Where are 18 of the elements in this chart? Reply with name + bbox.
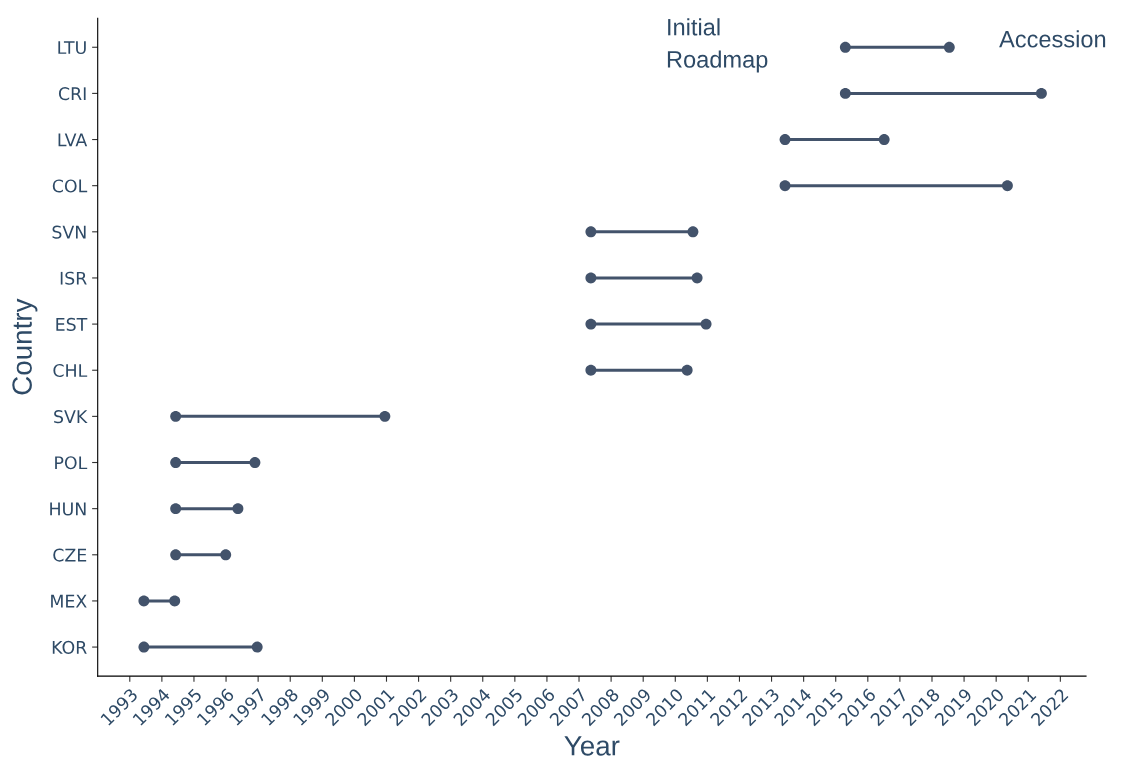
text: Initial Roadmap [667, 18, 768, 73]
y-axis-title: Country [12, 298, 38, 395]
y-tick-label: MEX [51, 594, 87, 608]
y-tick-label: POL [55, 456, 88, 470]
series-label: Accession [999, 30, 1106, 48]
y-tick-label: EST [56, 317, 88, 331]
y-tick-label: SVK [54, 410, 88, 424]
y-tick-label: HUN [50, 502, 86, 516]
y-tick-label: COL [52, 179, 88, 193]
y-tick-label: SVN [52, 225, 86, 239]
x-axis-title: Year [564, 736, 620, 756]
y-tick-label: CZE [53, 548, 87, 562]
y-tick-label: CHL [53, 363, 88, 378]
y-tick-label: LVA [58, 133, 88, 147]
y-tick-label: LTU [58, 41, 86, 55]
y-tick-label: ISR [60, 271, 87, 285]
y-tick-label: KOR [52, 640, 87, 654]
y-tick-label: CRI [58, 87, 86, 101]
